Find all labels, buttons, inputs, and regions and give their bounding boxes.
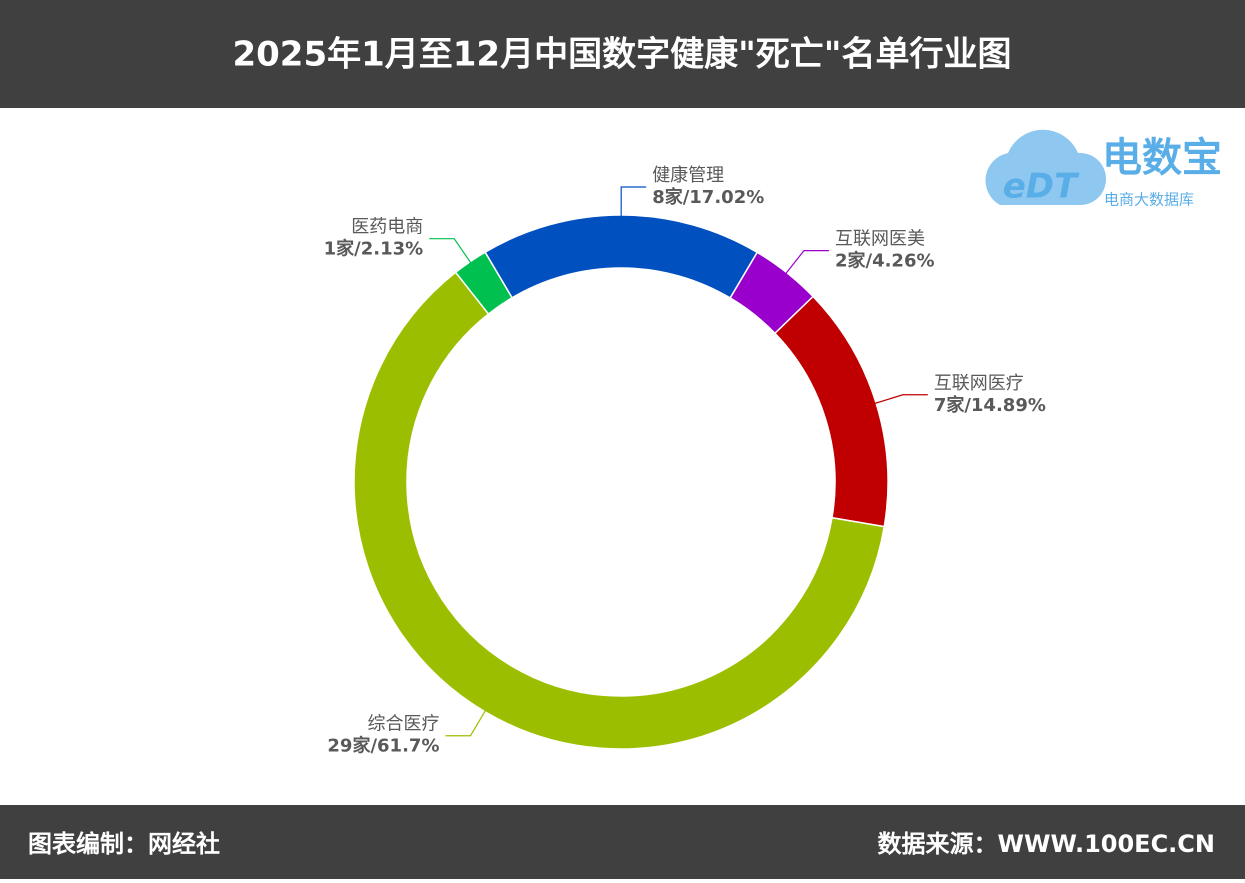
- logo-tagline: 电商大数据库: [1104, 191, 1194, 209]
- category-label: 互联网医疗: [934, 373, 1024, 394]
- donut-segment: [773, 295, 889, 528]
- value-label: 8家/17.02%: [652, 186, 764, 208]
- donut-segment: [454, 251, 514, 316]
- leader-line: [783, 250, 829, 277]
- logo: eDT 电数宝 电商大数据库: [985, 129, 1222, 209]
- value-label: 29家/61.7%: [327, 735, 439, 757]
- donut-segment: [353, 271, 886, 750]
- footer-left: 图表编制：网经社: [28, 830, 220, 858]
- chart-title: 2025年1月至12月中国数字健康"死亡"名单行业图: [232, 35, 1011, 75]
- value-label: 7家/14.89%: [934, 394, 1046, 416]
- category-label: 综合医疗: [367, 714, 439, 735]
- header-bar: [0, 0, 1245, 108]
- category-label: 互联网医美: [835, 229, 925, 250]
- logo-mark: eDT: [1003, 167, 1080, 207]
- value-label: 2家/4.26%: [835, 250, 935, 272]
- leader-line: [445, 707, 488, 737]
- leader-line: [872, 394, 928, 405]
- category-label: 健康管理: [652, 165, 724, 186]
- leader-line: [620, 186, 647, 220]
- value-label: 1家/2.13%: [324, 238, 424, 260]
- leader-line: [429, 238, 473, 266]
- category-label: 医药电商: [351, 217, 423, 238]
- footer-bar: [0, 805, 1245, 879]
- logo-cloud: [985, 129, 1107, 205]
- footer-right: 数据来源：WWW.100EC.CN: [878, 830, 1216, 858]
- donut-segment: [484, 214, 759, 299]
- logo-name: 电数宝: [1102, 135, 1222, 181]
